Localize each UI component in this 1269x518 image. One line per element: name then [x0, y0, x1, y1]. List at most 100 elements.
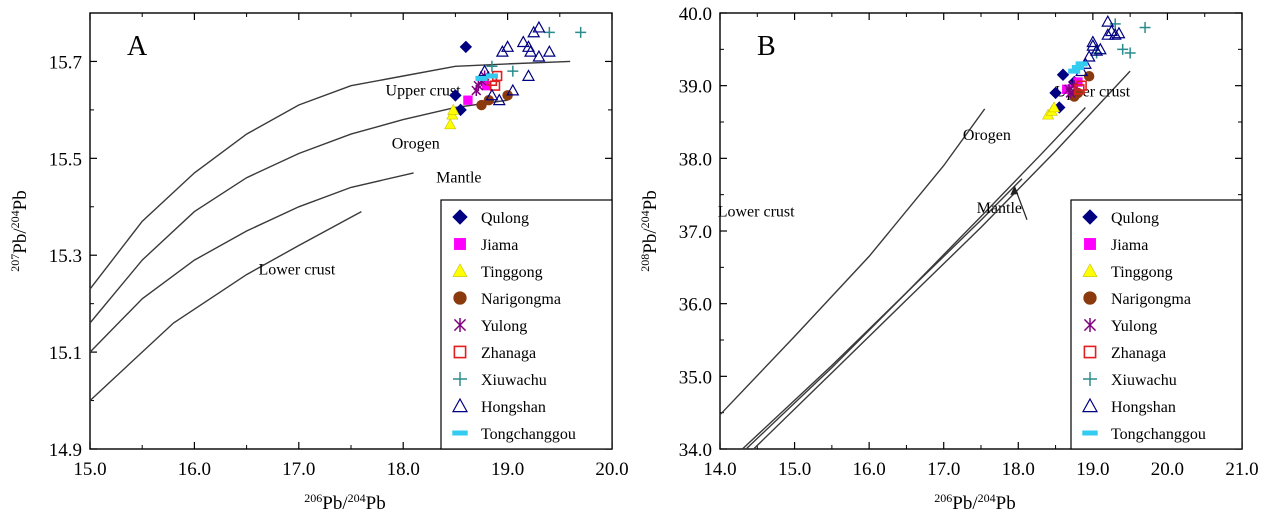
panel-a-legend-label-jiama: Jiama [481, 237, 518, 254]
panel-b-legend-label-hongshan: Hongshan [1111, 399, 1176, 416]
panel-a-legend-label-zhanaga: Zhanaga [481, 345, 536, 362]
panel-a-point-xiuwachu [486, 60, 498, 72]
panel-b-legend-marker-hongshan [1081, 397, 1099, 413]
panel-b-x-axis-title-part-1: Pb/ [952, 493, 978, 514]
panel-b-legend-marker-narigongma [1083, 291, 1097, 305]
panel-b-mantle-arrow-head [1010, 185, 1019, 195]
panel-b-panel-letter: B [757, 31, 776, 62]
panel-a-point-tinggong [447, 103, 460, 115]
panel-a-y-axis-title: 207Pb/204Pb [8, 190, 31, 271]
panel-b-y-tick-label: 34.0 [679, 440, 712, 461]
panel-b-y-tick-label: 35.0 [679, 367, 712, 388]
panel-a-point-xiuwachu [507, 65, 519, 77]
panel-a-legend-label-tongchanggou: Tongchanggou [481, 426, 576, 443]
panel-a-point-qulong [449, 89, 462, 102]
panel-a-point-hongshan [516, 35, 530, 48]
panel-b-x-tick-label: 15.0 [778, 459, 811, 480]
panel-b-point-zhanaga [1074, 84, 1085, 95]
panel-a-y-axis-title-part-2: 204 [8, 210, 22, 228]
panel-b-x-tick-label: 20.0 [1151, 459, 1184, 480]
panel-a-legend-label-narigongma: Narigongma [481, 291, 561, 308]
panel-b-legend-label-xiuwachu: Xiuwachu [1111, 372, 1177, 389]
panel-b-legend-label-yulong: Yulong [1111, 318, 1157, 335]
panel-a-legend-marker-qulong [452, 209, 468, 225]
panel-a-x-tick-label: 15.0 [73, 459, 106, 480]
panel-a-point-hongshan [532, 20, 546, 33]
panel-b-legend-label-narigongma: Narigongma [1111, 291, 1191, 308]
panel-a-legend-marker-narigongma [453, 291, 467, 305]
panel-b-point-yulong [1064, 83, 1074, 95]
panel-b-x-tick-label: 16.0 [853, 459, 886, 480]
panel-a: 15.0 16.0 17.0 18.0 19.0 20.0 14.9 15.1 15.3 15.5… [8, 12, 629, 514]
panel-b-legend-marker-tinggong [1082, 263, 1098, 277]
panel-a-legend-marker-tongchanggou [452, 430, 468, 436]
panel-a-point-zhanaga [489, 80, 501, 91]
panel-b-point-hongshan [1101, 14, 1115, 27]
panel-a-curve-label-lower-crust: Lower crust [258, 262, 335, 279]
panel-b-y-tick-label: 36.0 [679, 295, 712, 316]
panel-a-x-tick-label: 16.0 [178, 459, 211, 480]
panel-b-point-hongshan [1108, 28, 1122, 40]
panel-a-point-jiama [482, 80, 492, 91]
panel-a-point-hongshan [501, 40, 515, 52]
panel-b-legend: Qulong Jiama Tinggong Narigongma Yulong Zhana… [1070, 199, 1243, 450]
panel-a-point-hongshan [506, 83, 520, 96]
panel-a-point-hongshan [478, 64, 492, 77]
panel-a-legend-marker-hongshan [451, 397, 469, 413]
panel-b-legend-label-jiama: Jiama [1111, 237, 1148, 254]
panel-a-legend-marker-zhanaga [453, 345, 467, 359]
panel-a-legend-label-qulong: Qulong [481, 210, 529, 227]
panel-b-curve-lower-crust [719, 108, 986, 416]
panel-a-legend-label-yulong: Yulong [481, 318, 527, 335]
panel-a-point-hongshan [521, 69, 535, 81]
panel-b-series-yulong [1064, 80, 1080, 99]
panel-a-point-tongchanggou [485, 73, 498, 79]
panel-a-legend-marker-yulong [453, 318, 467, 332]
panel-a-y-axis-title-part-1: Pb/ [10, 228, 31, 254]
panel-a-x-axis-title-part-0: 206 [304, 491, 322, 505]
panel-a-point-yulong [473, 80, 484, 92]
panel-b-series-zhanaga [1074, 80, 1087, 95]
panel-a-point-hongshan [532, 49, 546, 62]
panel-a-y-axis-title-part-3: Pb [10, 190, 31, 210]
panel-b-legend-label-zhanaga: Zhanaga [1111, 345, 1166, 362]
panel-b: 14.0 15.0 16.0 17.0 18.0 19.0 20.0 21.0 34.0 35.0… [638, 4, 1259, 514]
panel-a-point-jiama [463, 95, 473, 105]
panel-b-legend-marker-tongchanggou [1082, 430, 1098, 436]
panel-a-x-axis-title-part-1: Pb/ [322, 493, 348, 514]
panel-b-x-tick-label: 18.0 [1002, 459, 1035, 480]
panel-b-point-qulong [1056, 68, 1070, 81]
panel-b-point-hongshan [1086, 35, 1100, 48]
panel-a-y-tick-label: 15.3 [49, 246, 82, 267]
panel-b-legend-marker-qulong [1082, 209, 1098, 225]
panel-a-point-qulong [459, 40, 473, 54]
panel-a-legend-marker-tinggong [452, 263, 468, 277]
panel-a-curve-orogen [89, 99, 508, 324]
panel-b-legend-box [1070, 199, 1243, 450]
panel-a-series-tinggong [444, 103, 460, 130]
panel-a-x-tick-label: 20.0 [595, 459, 628, 480]
panel-b-x-tick-label: 19.0 [1076, 459, 1109, 480]
panel-b-point-xiuwachu [1124, 47, 1136, 59]
panel-b-legend-marker-yulong [1083, 318, 1097, 332]
panel-b-point-tongchanggou [1071, 65, 1084, 70]
panel-b-legend-marker-xiuwachu [1083, 372, 1097, 386]
panel-b-series-tongchanggou [1068, 61, 1088, 74]
panel-b-legend-marker-jiama [1084, 238, 1096, 250]
panel-a-y-tick-label: 15.1 [49, 343, 82, 364]
panel-a-x-axis-title-part-3: Pb [366, 493, 386, 514]
panel-a-series-qulong [449, 40, 473, 117]
panel-b-curve-orogen [741, 107, 1086, 450]
panel-b-point-tongchanggou [1075, 61, 1088, 67]
panel-b-curve-label-orogen: Orogen [963, 127, 1011, 144]
panel-b-point-hongshan [1112, 26, 1126, 39]
panel-b-legend-label-qulong: Qulong [1111, 210, 1159, 227]
panel-a-y-tick-label: 15.7 [49, 52, 82, 73]
panel-a-curve-upper-crust [89, 60, 571, 290]
panel-a-curve-label-upper-crust: Upper crust [386, 82, 462, 99]
panel-b-series-tinggong [1042, 101, 1061, 120]
panel-b-x-axis-title-part-3: Pb [996, 493, 1016, 514]
panel-b-y-tick-label: 38.0 [679, 149, 712, 170]
panel-b-x-axis-title-part-2: 204 [978, 491, 996, 505]
